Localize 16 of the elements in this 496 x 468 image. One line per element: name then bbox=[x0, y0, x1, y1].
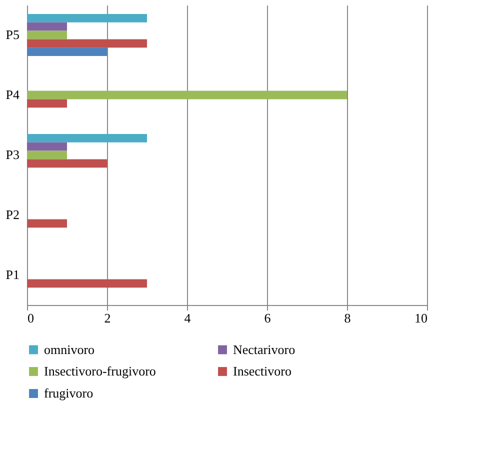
y-tick-label: P3 bbox=[6, 147, 20, 162]
x-tick-label: 4 bbox=[184, 310, 192, 326]
legend-label: omnivoro bbox=[44, 342, 95, 357]
legend-label: Insectivoro-frugivoro bbox=[44, 364, 156, 378]
x-tick-label: 8 bbox=[344, 310, 351, 326]
x-tick-label: 6 bbox=[264, 310, 272, 326]
legend-label: Insectivoro bbox=[233, 364, 292, 378]
legend-label: frugivoro bbox=[44, 386, 94, 400]
y-tick-label: P2 bbox=[6, 207, 20, 222]
x-tick-label: 2 bbox=[104, 310, 111, 326]
y-tick-label: P5 bbox=[6, 27, 20, 42]
legend-label: Nectarivoro bbox=[233, 342, 296, 357]
x-tick-label: 10 bbox=[414, 310, 428, 326]
y-tick-label: P1 bbox=[6, 267, 20, 282]
y-tick-label: P4 bbox=[6, 87, 20, 102]
x-tick-label: 0 bbox=[28, 310, 34, 326]
